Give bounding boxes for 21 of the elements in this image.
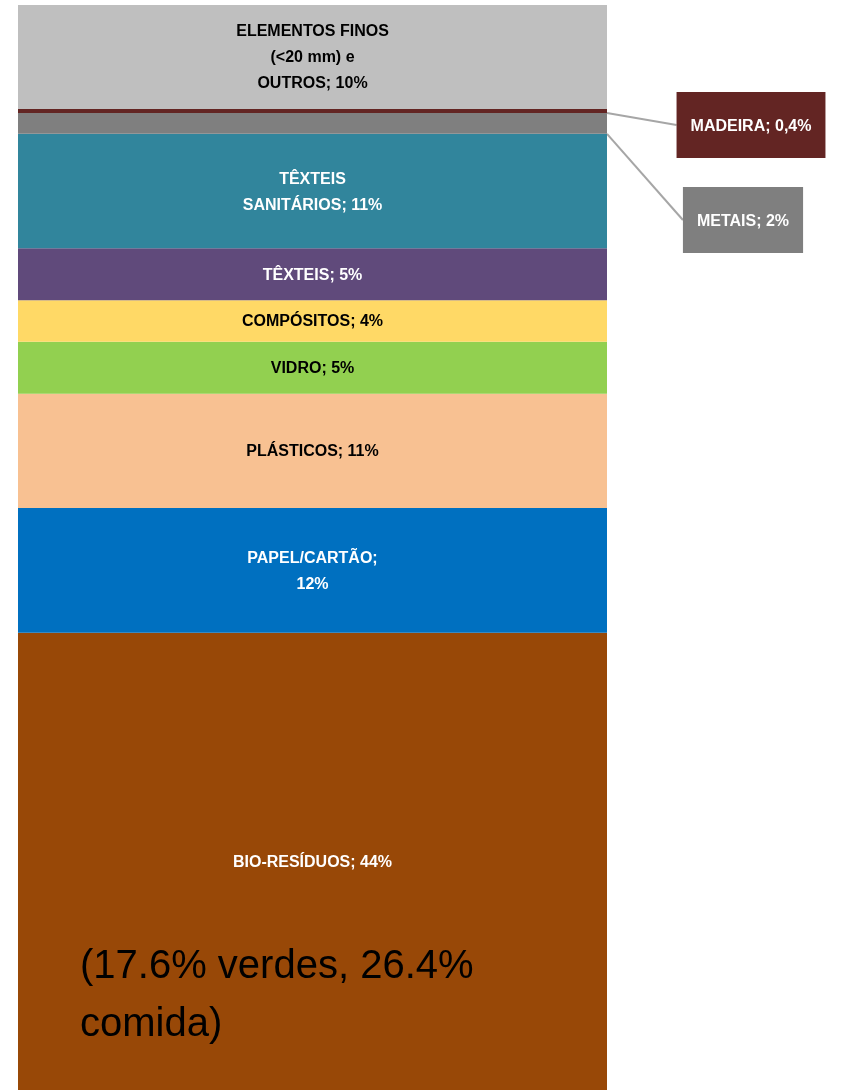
data-label: MADEIRA; 0,4% (690, 116, 812, 134)
bar (18, 113, 607, 134)
bar (18, 508, 607, 633)
bar (18, 632, 607, 1090)
annotation: (17.6% verdes, 26.4% comida) (80, 942, 474, 1044)
data-label: TÊXTEIS; 5% (262, 264, 363, 283)
bar (18, 133, 607, 249)
data-label: PAPEL/CARTÃO; 12% (247, 546, 378, 592)
bar (18, 108, 607, 114)
data-label: ELEMENTOS FINOS (<20 mm) e OUTROS; 10% (236, 22, 390, 92)
bar (18, 5, 607, 109)
data-label: BIO-RESÍDUOS; 44% (232, 851, 393, 870)
data-label: METAIS; 2% (696, 211, 790, 229)
data-label: COMPÓSITOS; 4% (241, 311, 384, 330)
data-label: VIDRO; 5% (270, 359, 355, 377)
bar (18, 393, 607, 509)
bar (18, 300, 607, 342)
bar (18, 341, 607, 394)
data-label: PLÁSTICOS; 11% (246, 441, 379, 460)
bar (18, 248, 607, 301)
data-label: TÊXTEIS SANITÁRIOS; 11% (242, 168, 383, 213)
